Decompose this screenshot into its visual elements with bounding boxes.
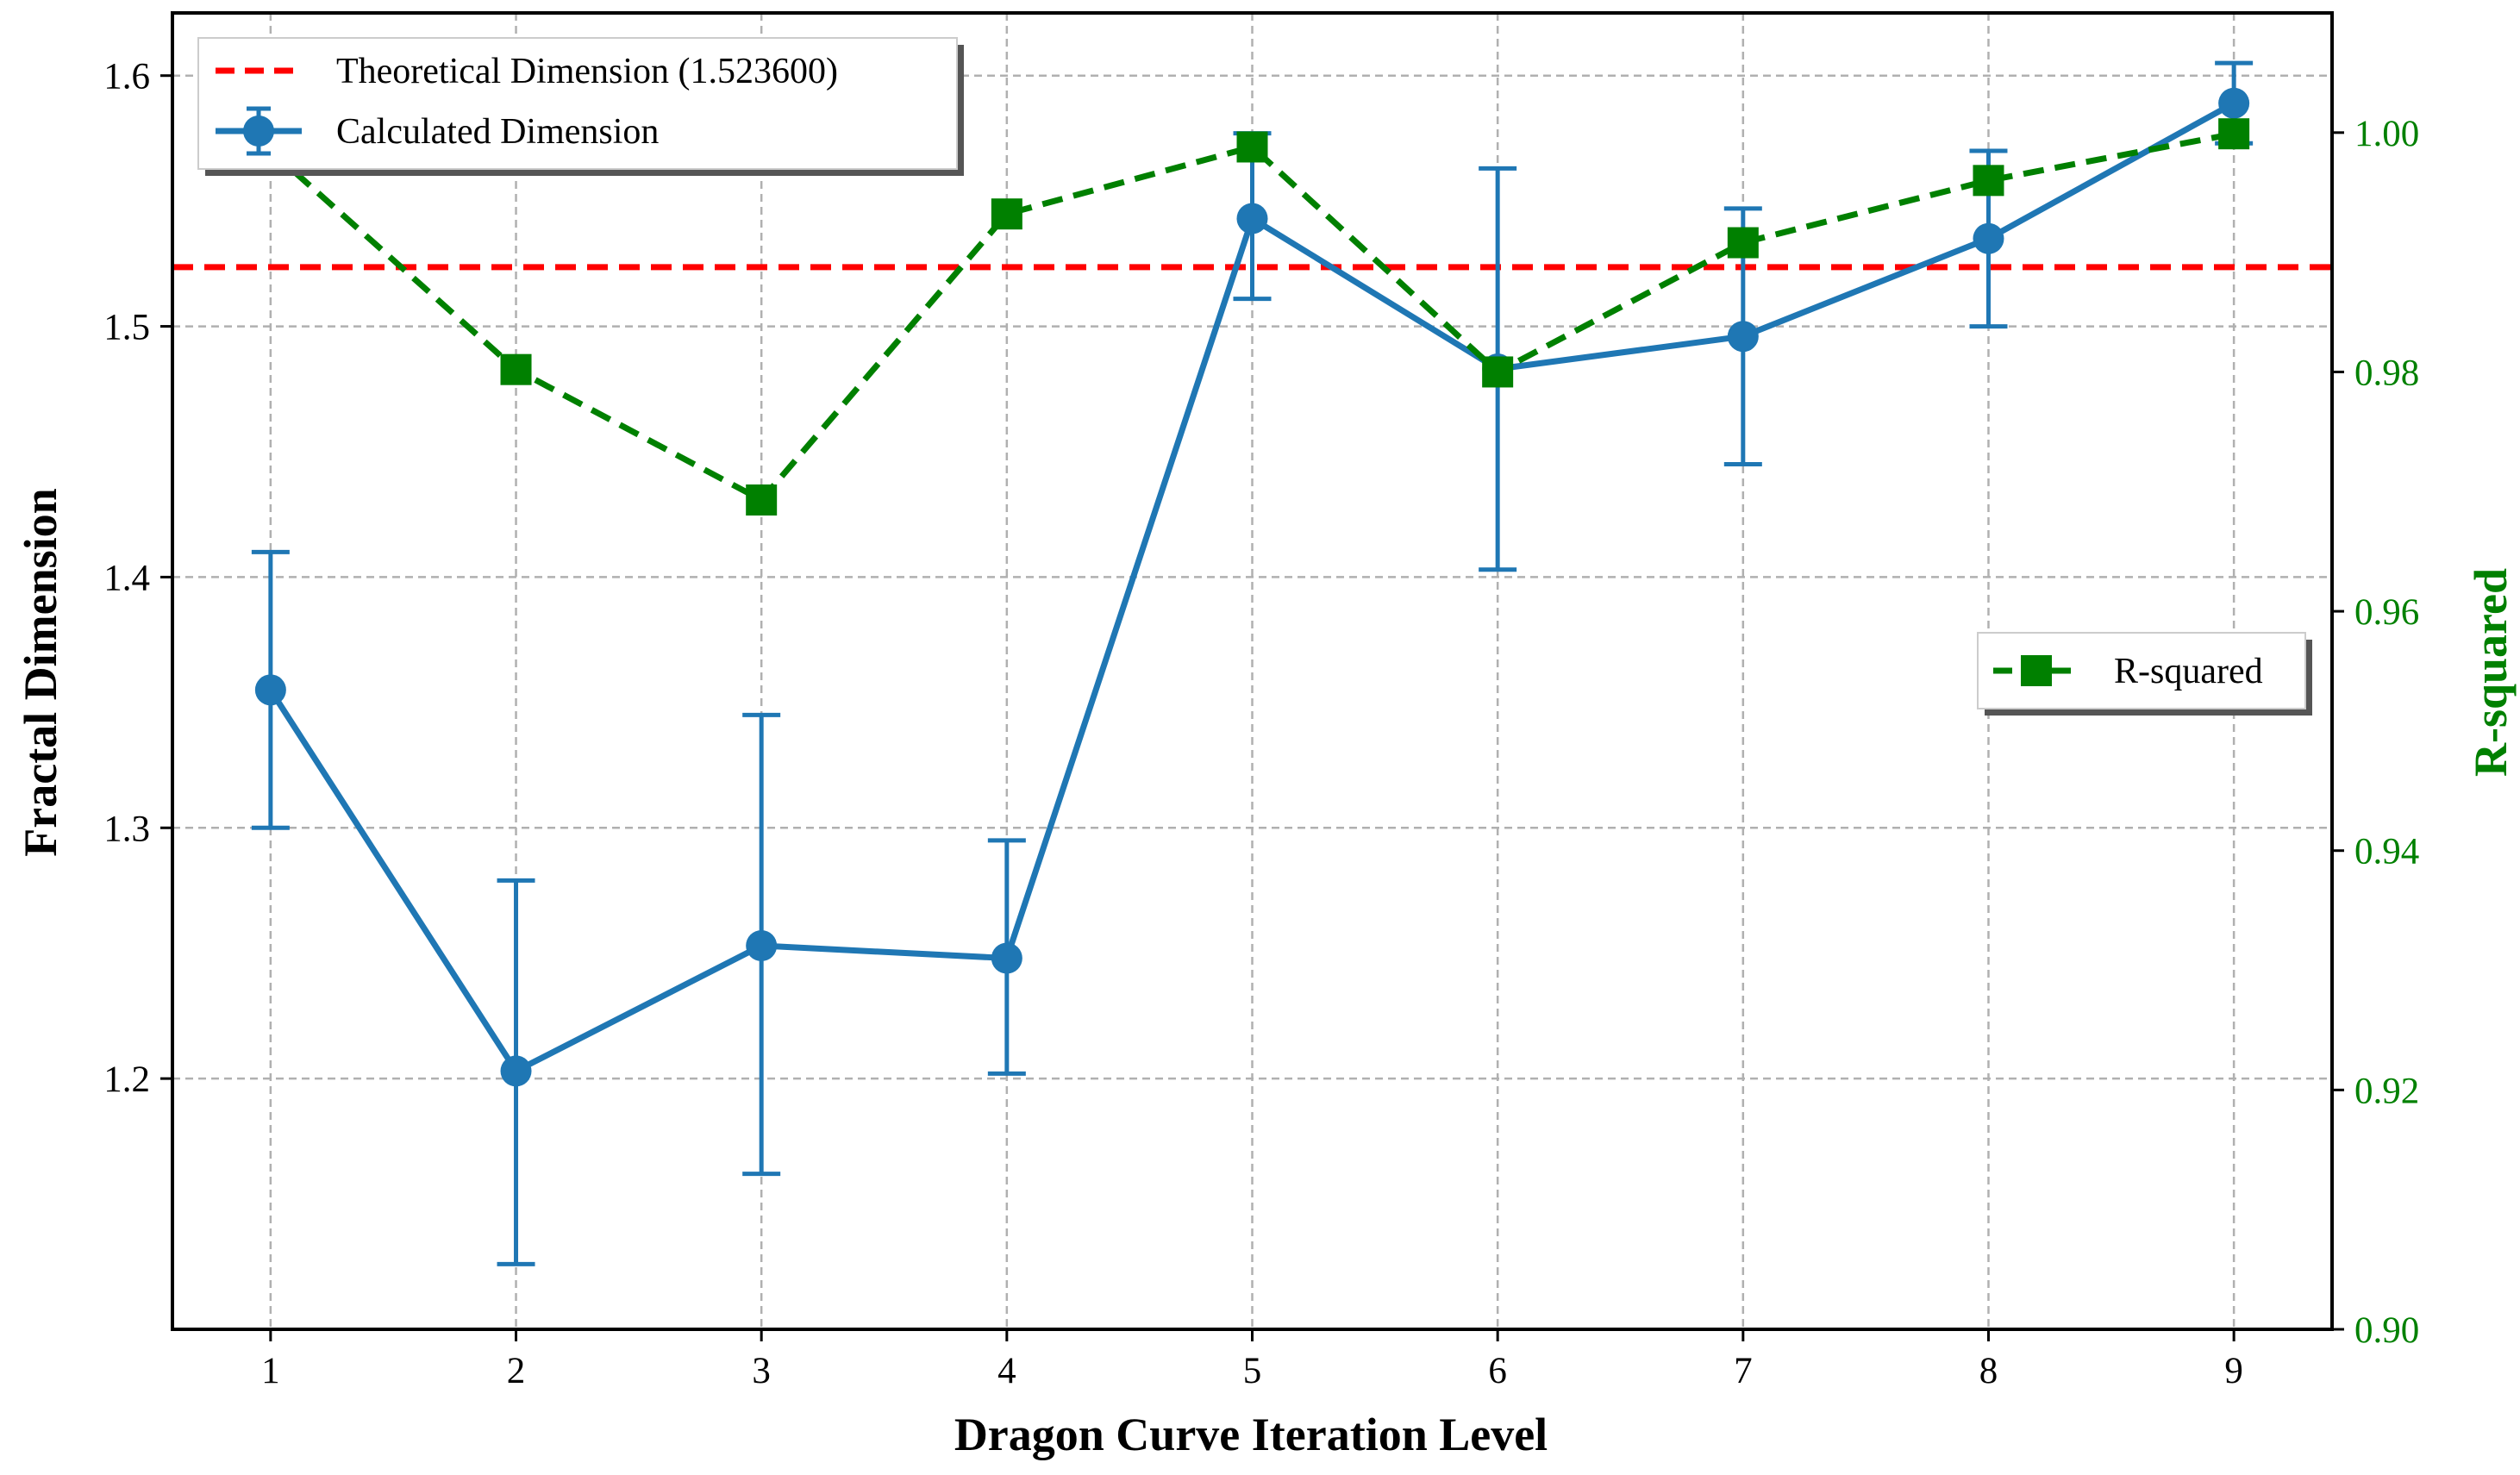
left-y-tick-label: 1.4 xyxy=(103,558,150,598)
left-y-axis-ticks: 1.2 1.3 1.4 1.5 1.6 xyxy=(103,57,172,1100)
legend-reference-label: Theoretical Dimension (1.523600) xyxy=(336,52,838,91)
calculated-dimension-series xyxy=(251,60,2254,1266)
r-squared-series xyxy=(254,118,2250,516)
legend-rsquared-swatch-marker xyxy=(2021,655,2052,686)
right-y-tick-label: 1.00 xyxy=(2354,114,2419,154)
x-tick-label: 2 xyxy=(507,1351,526,1391)
calculated-dimension-point xyxy=(254,674,286,706)
calculated-dimension-point xyxy=(2218,87,2250,119)
right-y-tick-label: 0.96 xyxy=(2354,592,2419,633)
r-squared-point xyxy=(500,353,532,385)
x-tick-label: 8 xyxy=(1979,1351,1998,1391)
calculated-dimension-point xyxy=(991,942,1022,974)
r-squared-point xyxy=(746,484,778,516)
right-y-tick-label: 0.92 xyxy=(2354,1071,2419,1111)
calculated-dimension-point xyxy=(1727,321,1759,353)
legend-calculated-label: Calculated Dimension xyxy=(336,112,659,152)
r-squared-point xyxy=(1727,227,1759,259)
r-squared-point xyxy=(991,198,1022,230)
legend-rsquared-label: R-squared xyxy=(2114,652,2263,691)
x-tick-label: 3 xyxy=(752,1351,771,1391)
x-tick-label: 7 xyxy=(1734,1351,1753,1391)
r-squared-point xyxy=(2218,118,2250,150)
right-y-tick-label: 0.98 xyxy=(2354,353,2419,393)
legend-right: R-squared xyxy=(1977,632,2312,716)
calculated-dimension-point xyxy=(500,1055,532,1087)
left-y-tick-label: 1.3 xyxy=(103,809,150,849)
x-tick-label: 1 xyxy=(261,1351,280,1391)
left-y-axis-label: Fractal Dimension xyxy=(15,488,66,856)
x-tick-label: 9 xyxy=(2224,1351,2243,1391)
r-squared-point xyxy=(1973,165,2004,197)
legend-main-box xyxy=(197,37,958,170)
left-y-tick-label: 1.6 xyxy=(103,57,150,97)
legend-calculated-swatch-marker xyxy=(243,116,274,147)
calculated-dimension-point xyxy=(746,929,778,961)
r-squared-point xyxy=(1236,131,1268,163)
x-tick-label: 5 xyxy=(1243,1351,1262,1391)
legend-main: Theoretical Dimension (1.523600) Calcula… xyxy=(197,37,964,176)
right-y-axis-label: R-squared xyxy=(2465,568,2517,777)
r-squared-line xyxy=(268,130,2235,503)
calculated-dimension-point xyxy=(1973,222,2004,254)
x-axis-label: Dragon Curve Iteration Level xyxy=(954,1409,1548,1460)
x-tick-label: 6 xyxy=(1488,1351,1507,1391)
left-y-tick-label: 1.5 xyxy=(103,308,150,348)
right-y-tick-label: 0.94 xyxy=(2354,832,2419,872)
calculated-dimension-point xyxy=(1236,203,1268,234)
left-y-tick-label: 1.2 xyxy=(103,1059,150,1100)
x-axis-ticks: 1 2 3 4 5 6 7 8 9 xyxy=(261,1329,2243,1391)
r-squared-point xyxy=(1482,356,1514,388)
right-y-axis-ticks: 0.90 0.92 0.94 0.96 0.98 1.00 xyxy=(2332,114,2419,1351)
right-y-tick-label: 0.90 xyxy=(2354,1310,2419,1351)
x-tick-label: 4 xyxy=(997,1351,1016,1391)
